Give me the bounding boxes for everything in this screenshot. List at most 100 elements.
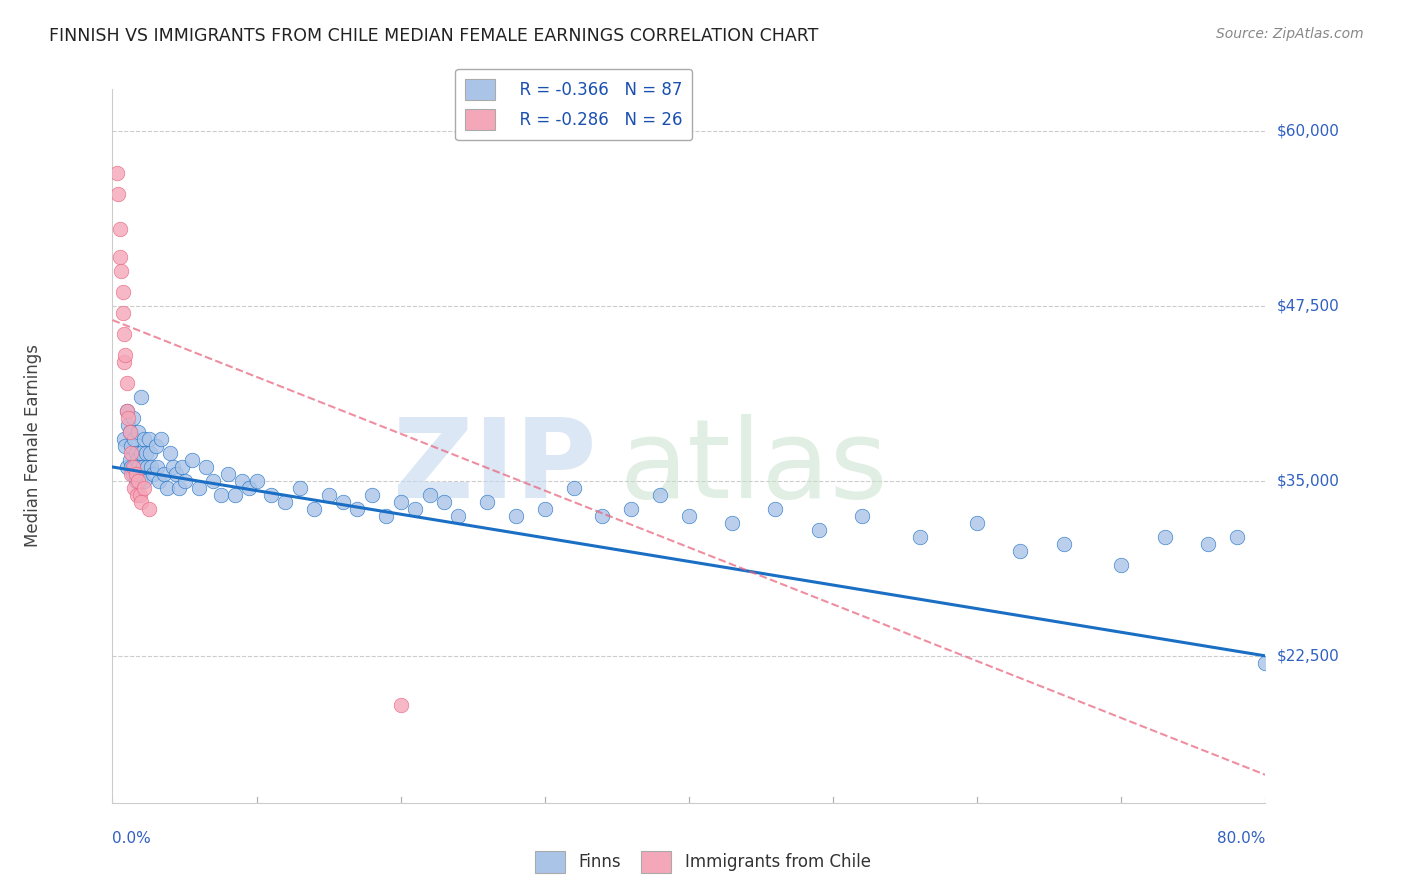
Point [224, 488, 246, 502]
Point [851, 508, 873, 523]
Point [112, 327, 135, 342]
Point [304, 502, 326, 516]
Point [146, 460, 169, 475]
Point [107, 187, 129, 202]
Point [148, 474, 170, 488]
Point [209, 488, 232, 502]
Point [238, 481, 260, 495]
Point [128, 488, 150, 502]
Point [124, 446, 146, 460]
Point [1010, 544, 1032, 558]
Point [115, 460, 138, 475]
Point [807, 523, 830, 537]
Point [318, 488, 340, 502]
Point [114, 348, 136, 362]
Text: Source: ZipAtlas.com: Source: ZipAtlas.com [1216, 27, 1364, 41]
Point [138, 502, 160, 516]
Point [188, 481, 211, 495]
Point [121, 411, 143, 425]
Point [765, 502, 787, 516]
Legend: Finns, Immigrants from Chile: Finns, Immigrants from Chile [529, 845, 877, 880]
Point [132, 460, 155, 475]
Point [505, 508, 527, 523]
Point [156, 481, 179, 495]
Text: $22,500: $22,500 [1277, 648, 1340, 664]
Point [122, 481, 145, 495]
Point [260, 488, 283, 502]
Point [124, 474, 146, 488]
Point [170, 460, 193, 475]
Text: FINNISH VS IMMIGRANTS FROM CHILE MEDIAN FEMALE EARNINGS CORRELATION CHART: FINNISH VS IMMIGRANTS FROM CHILE MEDIAN … [49, 27, 818, 45]
Point [120, 446, 142, 460]
Point [120, 467, 142, 481]
Point [274, 495, 297, 509]
Text: 0.0%: 0.0% [112, 830, 152, 846]
Text: atlas: atlas [620, 414, 889, 521]
Point [908, 530, 931, 544]
Point [127, 425, 149, 439]
Point [1153, 530, 1175, 544]
Point [966, 516, 988, 530]
Point [360, 488, 382, 502]
Point [162, 460, 184, 475]
Point [136, 460, 159, 475]
Point [127, 474, 149, 488]
Point [678, 508, 700, 523]
Point [721, 516, 744, 530]
Text: 80.0%: 80.0% [1218, 830, 1265, 846]
Text: $60,000: $60,000 [1277, 124, 1340, 138]
Point [534, 502, 557, 516]
Point [124, 467, 146, 481]
Point [620, 502, 643, 516]
Point [1053, 537, 1076, 551]
Point [159, 446, 181, 460]
Point [346, 502, 368, 516]
Point [404, 502, 426, 516]
Point [375, 508, 398, 523]
Point [122, 460, 145, 475]
Point [167, 481, 190, 495]
Point [153, 467, 176, 481]
Point [231, 474, 253, 488]
Point [202, 474, 225, 488]
Point [108, 222, 131, 236]
Point [180, 453, 202, 467]
Point [150, 432, 173, 446]
Point [122, 432, 145, 446]
Point [112, 355, 135, 369]
Point [112, 432, 135, 446]
Point [135, 446, 157, 460]
Point [105, 166, 128, 180]
Point [108, 250, 131, 264]
Point [115, 376, 138, 390]
Point [110, 264, 132, 278]
Point [125, 453, 148, 467]
Point [118, 425, 141, 439]
Point [389, 495, 412, 509]
Point [145, 439, 167, 453]
Point [389, 698, 412, 712]
Point [142, 467, 165, 481]
Point [447, 508, 470, 523]
Point [1111, 558, 1133, 572]
Point [562, 481, 585, 495]
Point [115, 404, 138, 418]
Point [173, 474, 195, 488]
Point [114, 439, 136, 453]
Point [129, 446, 153, 460]
Point [117, 411, 139, 425]
Point [134, 432, 156, 446]
Point [141, 460, 163, 475]
Text: Median Female Earnings: Median Female Earnings [24, 344, 42, 548]
Point [246, 474, 269, 488]
Point [127, 460, 149, 475]
Point [139, 446, 162, 460]
Point [129, 495, 153, 509]
Text: $35,000: $35,000 [1277, 474, 1340, 489]
Point [1254, 656, 1277, 670]
Point [134, 481, 156, 495]
Point [592, 508, 614, 523]
Point [125, 488, 148, 502]
Legend:   R = -0.366   N = 87,   R = -0.286   N = 26: R = -0.366 N = 87, R = -0.286 N = 26 [456, 69, 692, 140]
Point [120, 460, 142, 475]
